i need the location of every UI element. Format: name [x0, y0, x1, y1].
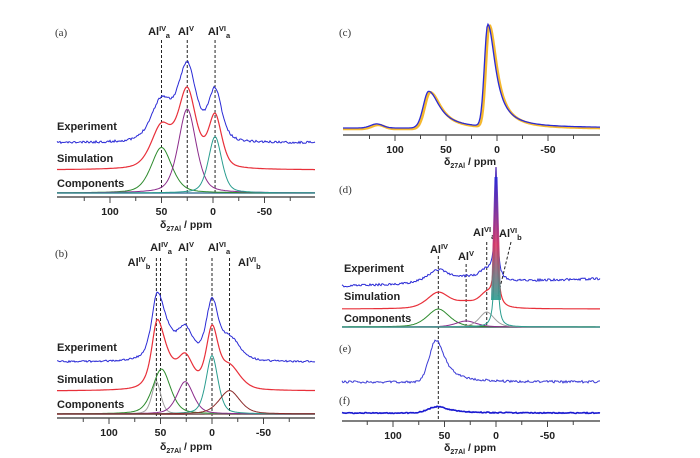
x-tick-label: 50 — [156, 206, 168, 218]
panel-e: (e) — [339, 339, 601, 384]
experiment-curve — [341, 405, 601, 415]
experiment-curve — [341, 167, 601, 288]
x-tick-label: 50 — [439, 430, 451, 442]
site-label-0: AlIVa — [148, 24, 171, 40]
x-tick-label: -50 — [257, 206, 272, 218]
site-label-0: AlIV — [430, 242, 448, 256]
site-label-1: AlV — [178, 24, 194, 38]
trace-label-simulation: Simulation — [344, 291, 401, 303]
site-label-2: AlV — [178, 240, 194, 254]
x-axis-title-c: δ27Al / ppm — [444, 156, 496, 170]
x-tick-label: 0 — [210, 206, 216, 218]
x-tick-label: -50 — [256, 427, 271, 439]
trace-label-simulation: Simulation — [57, 374, 114, 386]
panel-label-e: (e) — [339, 343, 352, 355]
x-tick-label: 0 — [209, 427, 215, 439]
panel-label-f: (f) — [339, 395, 350, 407]
site-label-0: AlIVb — [128, 255, 151, 271]
trace-label-experiment: Experiment — [344, 263, 404, 275]
central-peak — [491, 177, 501, 300]
experiment-curve — [56, 60, 316, 145]
x-axis-title-b: δ27Al / ppm — [160, 441, 212, 455]
panel-label-b: (b) — [55, 248, 68, 260]
simulation-curve — [343, 24, 600, 131]
simulation-curve — [342, 166, 600, 310]
site-label-3: AlVIa — [208, 240, 231, 256]
x-axis-title-a: δ27Al / ppm — [160, 219, 212, 233]
experiment-curve — [341, 339, 601, 384]
panel-c: (c) 100 50 0 -50 δ27Al / ppm — [339, 22, 600, 170]
simulation-curve — [57, 318, 315, 392]
panel-f: (f) 100 50 0 -50 δ27Al / ppm — [339, 395, 601, 456]
component-curve-AlVIa — [57, 135, 315, 194]
x-tick-label: -50 — [540, 430, 555, 442]
site-label-3: AlVIb — [499, 226, 522, 242]
site-label-2: AlVIa — [208, 24, 231, 40]
x-tick-label: 100 — [100, 427, 118, 439]
trace-label-components: Components — [57, 178, 124, 190]
x-tick-label: 50 — [440, 144, 452, 156]
panel-label-d: (d) — [339, 184, 352, 196]
site-label-4: AlVIb — [238, 255, 261, 271]
x-tick-label: 100 — [101, 206, 119, 218]
x-tick-label: 100 — [386, 144, 404, 156]
experiment-curve — [343, 22, 600, 129]
trace-label-experiment: Experiment — [57, 121, 117, 133]
x-tick-label: 50 — [155, 427, 167, 439]
trace-label-components: Components — [344, 313, 411, 325]
panel-label-c: (c) — [339, 27, 352, 39]
trace-label-simulation: Simulation — [57, 153, 114, 165]
simulation-curve — [57, 86, 315, 171]
trace-label-components: Components — [57, 399, 124, 411]
x-tick-label: 0 — [493, 430, 499, 442]
site-label-1: AlV — [458, 249, 474, 263]
panel-a: (a) AlIVa AlV AlVIa Experiment Simulation … — [55, 24, 316, 233]
component-curve-AlVIb — [342, 186, 600, 328]
x-tick-label: 0 — [494, 144, 500, 156]
trace-label-experiment: Experiment — [57, 342, 117, 354]
site-label-2: AlVIa — [473, 225, 496, 241]
x-axis-title-def: δ27Al / ppm — [444, 442, 496, 456]
x-tick-label: 100 — [384, 430, 402, 442]
component-curve-AlVIb — [57, 390, 315, 415]
panel-label-a: (a) — [55, 27, 68, 39]
site-label-1: AlIVa — [150, 240, 173, 256]
x-tick-label: -50 — [540, 144, 555, 156]
experiment-curve — [56, 291, 316, 363]
